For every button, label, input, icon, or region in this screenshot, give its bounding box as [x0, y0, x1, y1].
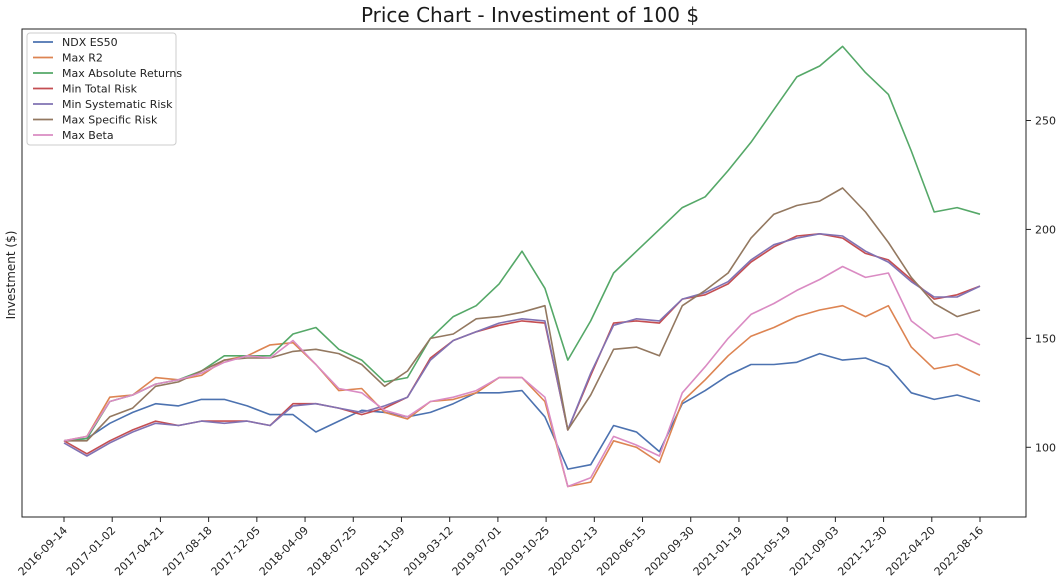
series-layer: [63, 45, 981, 488]
legend-entry: Max Beta: [62, 129, 114, 142]
y-tick-label: 250: [1035, 115, 1056, 128]
y-tick-label: 100: [1035, 441, 1056, 454]
x-tick-label: 2020-02-13: [546, 524, 600, 578]
y-axis-label: Investment ($): [4, 231, 18, 320]
legend-entry: Max Absolute Returns: [62, 67, 182, 80]
y-axis-ticks: 100 150 200 250: [1026, 115, 1056, 454]
chart-title: Price Chart - Investiment of 100 $: [361, 3, 699, 27]
legend-entry: Max R2: [62, 52, 103, 65]
x-tick-label: 2018-07-25: [305, 524, 359, 578]
y-tick-label: 150: [1035, 332, 1056, 345]
legend-entry: Min Systematic Risk: [62, 98, 173, 111]
series-line-max-specific-risk: [64, 187, 981, 442]
x-tick-label: 2021-05-19: [739, 524, 793, 578]
x-tick-label: 2016-09-14: [16, 524, 70, 578]
x-tick-label: 2020-06-15: [594, 524, 648, 578]
x-tick-label: 2018-04-09: [257, 524, 311, 578]
legend-entry: Min Total Risk: [62, 83, 138, 96]
series-line-ndx-es50: [63, 352, 981, 470]
series-line-min-systematic-risk: [63, 233, 981, 457]
x-axis-ticks: 2016-09-142017-01-022017-04-212017-08-18…: [16, 517, 986, 578]
x-tick-label: 2019-03-12: [401, 524, 455, 578]
x-tick-label: 2019-10-25: [498, 524, 552, 578]
x-tick-label: 2017-12-05: [209, 524, 263, 578]
plot-frame: [21, 28, 1027, 518]
x-tick-label: 2018-11-09: [353, 524, 407, 578]
x-tick-label: 2022-08-16: [932, 524, 986, 578]
series-line-max-beta: [63, 265, 981, 488]
y-tick-label: 200: [1035, 223, 1056, 236]
series-line-max-r2: [63, 304, 981, 488]
x-tick-label: 2021-09-03: [787, 524, 841, 578]
series-line-max-absolute-returns: [63, 45, 981, 442]
legend: NDX ES50 Max R2 Max Absolute Returns Min To…: [26, 32, 182, 146]
x-tick-label: 2021-01-19: [691, 524, 745, 578]
x-tick-label: 2017-01-02: [64, 524, 118, 578]
x-tick-label: 2022-04-20: [884, 524, 938, 578]
x-tick-label: 2021-12-30: [835, 524, 889, 578]
x-tick-label: 2017-04-21: [112, 524, 166, 578]
x-tick-label: 2020-09-30: [642, 524, 696, 578]
legend-entry: Max Specific Risk: [62, 114, 158, 127]
x-tick-label: 2019-07-01: [450, 524, 504, 578]
legend-entry: NDX ES50: [62, 36, 118, 49]
legend-box: [26, 32, 177, 146]
x-tick-label: 2017-08-18: [160, 524, 214, 578]
